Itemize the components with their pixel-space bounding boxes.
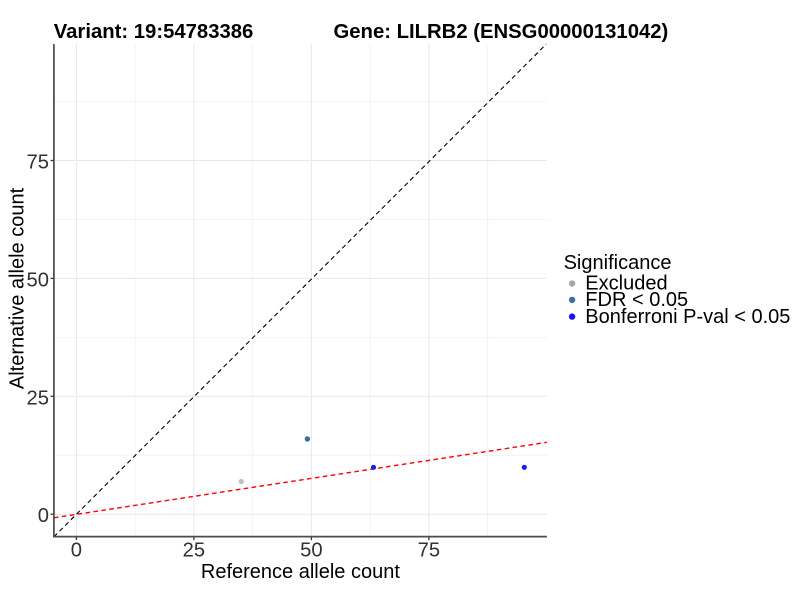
svg-text:0: 0: [71, 540, 82, 562]
svg-text:50: 50: [300, 540, 322, 562]
svg-text:75: 75: [418, 540, 440, 562]
svg-text:Significance: Significance: [564, 252, 672, 274]
svg-text:25: 25: [27, 387, 49, 409]
svg-text:Excluded: Excluded: [585, 273, 667, 295]
svg-text:Gene: LILRB2 (ENSG00000131042): Gene: LILRB2 (ENSG00000131042): [334, 21, 669, 43]
svg-text:FDR < 0.05: FDR < 0.05: [585, 289, 688, 311]
svg-text:25: 25: [183, 540, 205, 562]
svg-text:Reference allele count: Reference allele count: [201, 561, 400, 583]
svg-text:50: 50: [27, 269, 49, 291]
svg-text:Variant: 19:54783386: Variant: 19:54783386: [54, 21, 254, 43]
svg-text:0: 0: [38, 505, 49, 527]
svg-text:Bonferroni P-val < 0.05: Bonferroni P-val < 0.05: [585, 306, 790, 328]
svg-text:75: 75: [27, 152, 49, 174]
svg-text:Alternative allele count: Alternative allele count: [7, 187, 29, 389]
